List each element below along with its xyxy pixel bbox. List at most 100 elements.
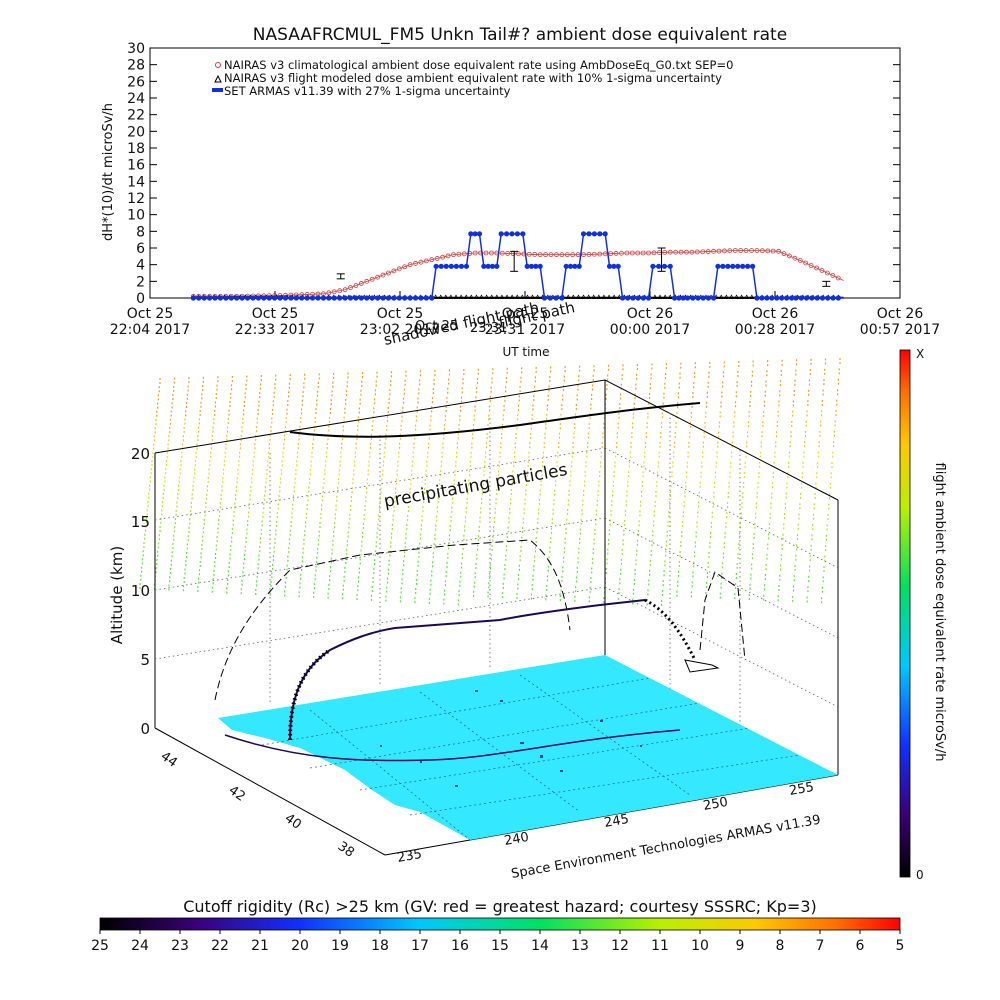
data-point [700,295,706,301]
data-point [814,265,819,271]
legend-marker-circle-icon [215,62,221,68]
data-point [364,278,370,284]
data-point [348,285,353,290]
data-point [396,266,402,272]
lat-tick: 40 [282,811,304,833]
legend-item-nairas-flight-modeled: NAIRAS v3 flight modeled dose ambient eq… [214,71,722,85]
data-point [608,251,614,257]
data-point [418,295,424,301]
data-point [750,263,756,269]
data-point [586,231,592,237]
data-point [529,294,536,300]
error-bar [657,247,666,272]
rigidity-tick-label: 24 [131,938,149,954]
data-point [429,257,435,263]
data-point [244,295,251,301]
data-point [458,263,465,269]
data-point [250,295,256,301]
box-top-back-right [604,379,839,501]
data-point [468,294,474,300]
lat-tick: 38 [335,839,357,861]
data-point [483,250,489,256]
data-point [261,295,267,301]
data-point [433,263,439,269]
data-point [266,295,272,301]
data-point [657,294,663,300]
z-tick: 0 [140,720,150,738]
3d-box-frame [154,379,839,856]
data-point [725,263,731,269]
y-tick-label: 6 [136,241,145,257]
rigidity-tick-label: 10 [691,938,709,954]
y-tick-label: 14 [127,174,145,190]
data-point [667,249,673,255]
surface-grid [261,674,801,841]
x-tick-label-time: 23:02 2017 [360,322,440,338]
rigidity-tick-label: 16 [451,938,469,954]
data-point [489,250,494,256]
data-point [727,248,733,254]
data-point [537,263,543,269]
data-point [413,261,418,266]
data-point [803,260,809,266]
data-point [440,254,446,260]
data-point [489,294,495,300]
data-point [201,295,207,301]
data-point [586,294,592,300]
ground-track-shadow [224,729,681,762]
altitude-axis-label: Altitude (km) [108,546,126,644]
data-point [596,294,602,300]
surface-speckles [380,690,642,787]
data-point [391,268,397,274]
data-point [830,273,836,278]
dose-colorbar-top-label: X [916,347,924,361]
data-point [575,294,582,300]
data-point [733,294,740,300]
data-point [797,258,803,263]
data-point [759,295,765,301]
x-tick-label-date: Oct 26 [627,306,674,322]
legend-marker-triangle-icon [214,74,222,83]
data-point [520,231,526,237]
legend-label-nairas-climatological: NAIRAS v3 climatological ambient dose eq… [224,58,733,72]
rigidity-tick-label: 17 [411,938,429,954]
data-point [824,270,830,276]
lon-tick: 245 [603,812,630,831]
data-point [478,294,485,300]
y-tick-label: 8 [136,224,145,240]
data-point [559,295,565,301]
overlay-2331: 23:31 [470,321,507,336]
data-point [434,256,440,261]
data-point [207,295,213,301]
data-point [567,263,574,269]
data-point [680,295,686,301]
x-tick-label-date: Oct 25 [127,306,173,322]
rigidity-tick-label: 14 [531,938,549,954]
data-point [606,294,612,300]
series-line [193,250,844,297]
data-point [473,294,480,300]
data-point [718,294,724,300]
overlay-oct-25: Oct 25 [415,319,458,334]
data-point [448,294,454,300]
data-point [526,251,532,257]
data-point [320,295,327,301]
data-point [774,295,780,301]
rigidity-tick-label: 11 [651,938,669,954]
data-point [635,250,641,256]
data-point [764,295,770,301]
data-point [667,294,673,300]
data-point [516,251,521,257]
data-point [570,252,576,258]
data-point [671,295,678,301]
chart-title: NASAAFRCMUL_FM5 Unkn Tail#? ambient dose… [253,25,787,45]
data-point [535,294,541,300]
data-point [711,248,716,254]
data-point [591,294,597,300]
z-tick: 15 [131,513,150,531]
rigidity-tick-label: 25 [91,938,109,954]
data-point [463,294,469,300]
data-point [684,249,689,255]
data-point [586,252,592,257]
data-point [309,295,316,301]
